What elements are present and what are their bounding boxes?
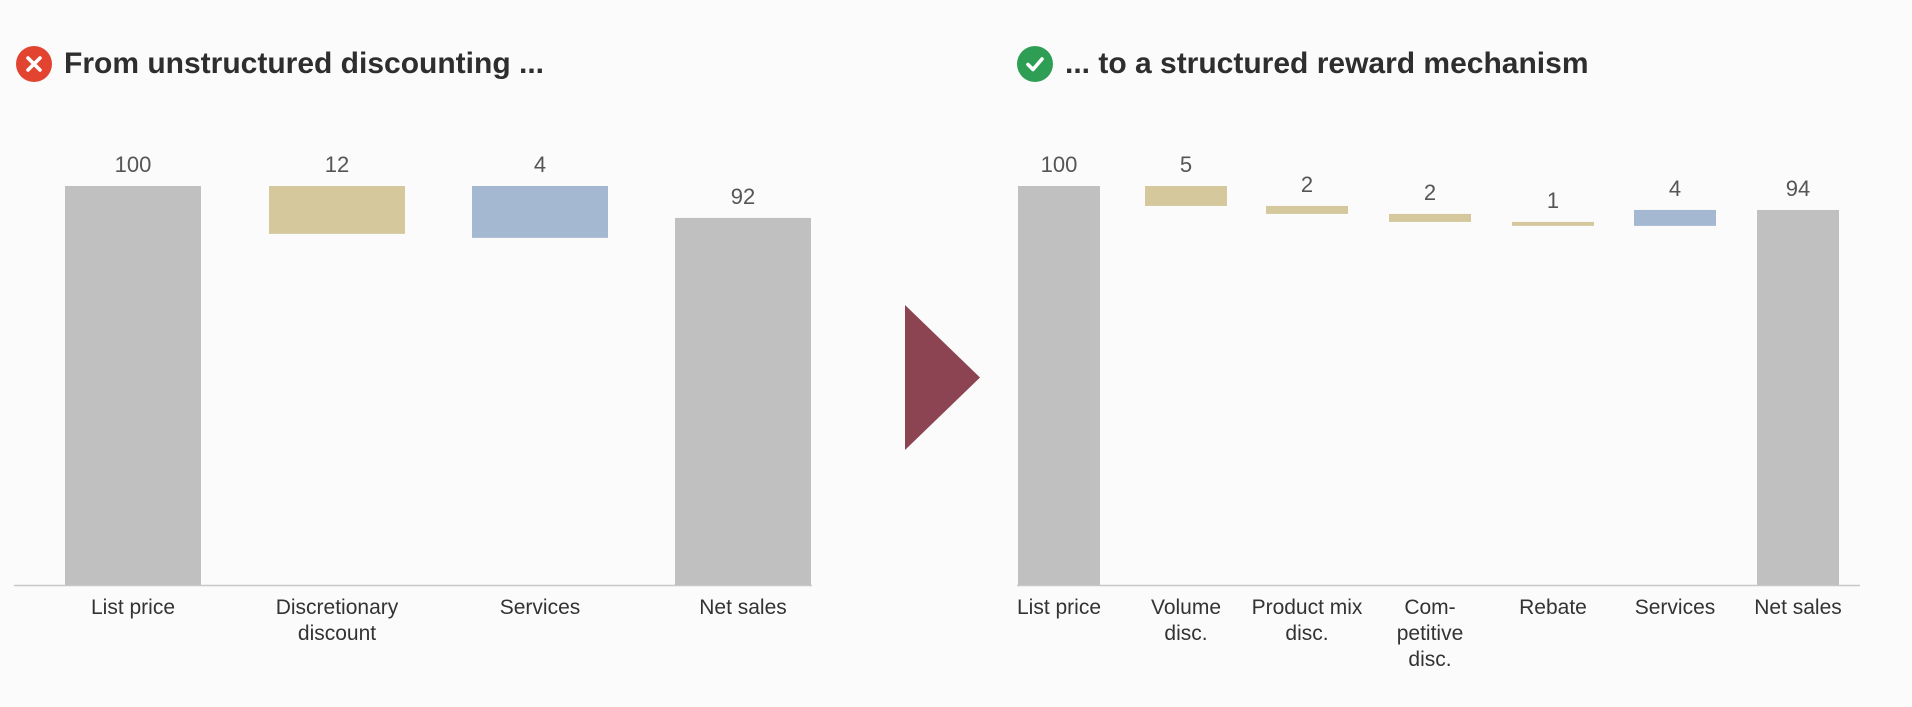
value-label-volume-disc: 5 xyxy=(1180,152,1192,177)
left-panel-title-text: From unstructured discounting ... xyxy=(64,47,544,80)
bar-product-mix-disc xyxy=(1266,205,1348,214)
category-label-list-price: List price xyxy=(91,596,175,619)
category-label-line: Rebate xyxy=(1519,596,1587,619)
bar-list-price xyxy=(1018,186,1100,585)
category-label-line: Volume xyxy=(1151,596,1221,619)
value-label-services: 4 xyxy=(1669,176,1681,201)
cross-icon xyxy=(16,46,52,82)
right-panel-title: ... to a structured reward mechanism xyxy=(1017,46,1589,82)
bar-net-sales xyxy=(675,217,811,586)
check-glyph xyxy=(1026,57,1044,72)
category-label-line: Services xyxy=(500,596,581,619)
category-label-line: Net sales xyxy=(699,596,787,619)
category-label-line: Net sales xyxy=(1754,596,1842,619)
category-label-line: Services xyxy=(1635,596,1716,619)
category-label-line: petitive xyxy=(1397,622,1464,645)
category-label-line: disc. xyxy=(1164,622,1207,645)
value-label-product-mix-disc: 2 xyxy=(1301,172,1313,197)
bar-list-price xyxy=(65,186,201,585)
value-label-com-petitive-disc: 2 xyxy=(1424,180,1436,205)
bar-rebate xyxy=(1512,221,1594,226)
bar-discretionary-discount xyxy=(269,186,405,234)
category-label-product-mix-disc: Product mix disc. xyxy=(1252,596,1363,645)
category-label-services: Services xyxy=(1635,596,1716,619)
category-label-line: List price xyxy=(91,596,175,619)
value-label-list-price: 100 xyxy=(115,152,152,177)
category-label-line: Com- xyxy=(1404,596,1455,619)
bar-volume-disc xyxy=(1145,186,1227,206)
bar-services xyxy=(1634,209,1716,226)
bar-services xyxy=(472,186,608,238)
category-label-line: discount xyxy=(298,622,376,645)
transition-arrow-icon xyxy=(905,305,980,450)
value-label-net-sales: 94 xyxy=(1786,176,1810,201)
check-icon xyxy=(1017,46,1053,82)
category-label-line: Discretionary xyxy=(276,596,399,619)
category-label-list-price: List price xyxy=(1017,596,1101,619)
value-label-discretionary-discount: 12 xyxy=(325,152,349,177)
category-label-line: disc. xyxy=(1408,648,1451,671)
right-panel-title-text: ... to a structured reward mechanism xyxy=(1065,47,1589,80)
bar-net-sales xyxy=(1757,209,1839,585)
value-label-rebate: 1 xyxy=(1547,188,1559,213)
category-label-discretionary-discount: Discretionary discount xyxy=(276,596,399,645)
category-label-line: disc. xyxy=(1285,622,1328,645)
category-label-rebate: Rebate xyxy=(1519,596,1587,619)
category-label-line: Product mix xyxy=(1252,596,1363,619)
category-label-net-sales: Net sales xyxy=(1754,596,1842,619)
category-label-com-petitive-disc: Com-petitive disc. xyxy=(1397,596,1464,671)
category-label-services: Services xyxy=(500,596,581,619)
bar-com-petitive-disc xyxy=(1389,213,1471,222)
value-label-services: 4 xyxy=(534,152,546,177)
value-label-list-price: 100 xyxy=(1041,152,1078,177)
category-label-line: List price xyxy=(1017,596,1101,619)
value-label-net-sales: 92 xyxy=(731,184,755,209)
category-label-volume-disc: Volume disc. xyxy=(1151,596,1221,645)
category-label-net-sales: Net sales xyxy=(699,596,787,619)
left-panel-title: From unstructured discounting ... xyxy=(16,46,544,82)
cross-glyph xyxy=(26,56,42,72)
